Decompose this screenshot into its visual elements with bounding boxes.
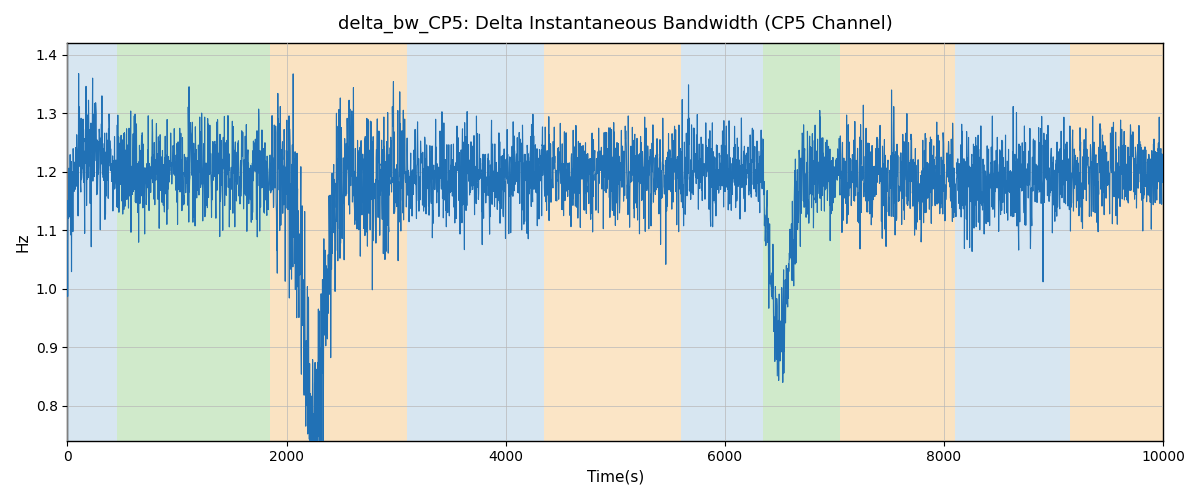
Title: delta_bw_CP5: Delta Instantaneous Bandwidth (CP5 Channel): delta_bw_CP5: Delta Instantaneous Bandwi… xyxy=(338,15,893,34)
Bar xyxy=(67,43,116,440)
Bar xyxy=(116,43,270,440)
Bar xyxy=(1070,43,1163,440)
Y-axis label: Hz: Hz xyxy=(16,232,30,252)
X-axis label: Time(s): Time(s) xyxy=(587,470,644,485)
Bar xyxy=(544,43,680,440)
Bar xyxy=(270,43,407,440)
Bar xyxy=(407,43,544,440)
Bar xyxy=(763,43,840,440)
Bar xyxy=(840,43,955,440)
Bar xyxy=(680,43,763,440)
Bar xyxy=(955,43,1070,440)
